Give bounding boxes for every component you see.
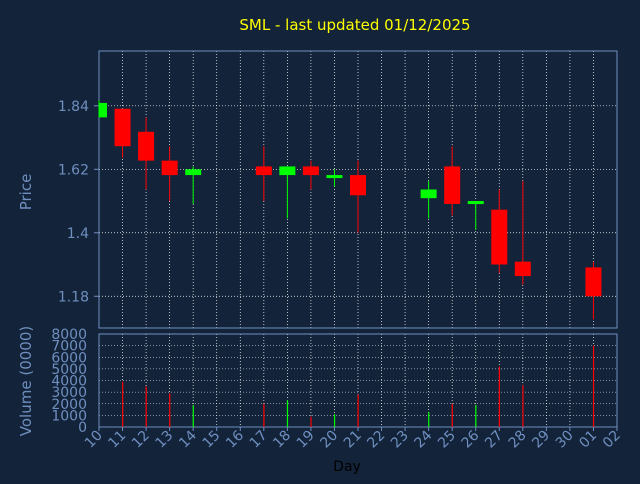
volume-bar <box>286 400 289 427</box>
x-tick-label: 02 <box>600 428 624 452</box>
volume-y-tick-label: 5000 <box>51 362 87 378</box>
volume-y-tick-label: 4000 <box>51 374 87 390</box>
candle-body <box>161 160 178 176</box>
volume-axis-label: Volume (0000) <box>17 326 35 436</box>
x-tick-label: 15 <box>200 428 224 452</box>
candles <box>98 100 602 320</box>
x-tick-label: 11 <box>105 428 129 452</box>
candle-body <box>99 102 107 118</box>
candle-body <box>279 166 296 176</box>
volume-bar <box>169 393 171 427</box>
volume-bar <box>145 386 147 427</box>
x-tick-label: 25 <box>435 428 459 452</box>
candle-body <box>514 261 531 277</box>
x-tick-label: 26 <box>459 427 483 451</box>
x-tick-label: 28 <box>506 428 530 452</box>
volume-y-tick-label: 1000 <box>51 408 87 424</box>
candle-body <box>302 166 319 176</box>
price-y-tick-label: 1.62 <box>58 162 89 178</box>
candle-body <box>138 131 155 161</box>
volume-y-tick-label: 8000 <box>51 327 87 343</box>
x-tick-label: 13 <box>153 428 177 452</box>
x-tick-label: 21 <box>341 428 365 452</box>
volume-bar <box>475 404 477 427</box>
candle-body <box>420 189 437 199</box>
price-plot-frame <box>98 50 618 329</box>
volume-bar <box>263 403 265 427</box>
price-y-ticks: 1.18 1.4 1.62 1.84 <box>58 99 99 305</box>
volume-bar <box>192 404 194 427</box>
volume-y-tick-label: 6000 <box>51 350 87 366</box>
x-axis-label: Day <box>333 459 361 475</box>
volume-bar <box>428 411 430 427</box>
candle-body <box>255 166 272 176</box>
x-tick-label: 01 <box>576 428 600 452</box>
chart-title: SML - last updated 01/12/2025 <box>239 16 470 34</box>
x-tick-label: 16 <box>223 427 247 451</box>
volume-bar <box>522 385 524 427</box>
volume-y-tick-label: 2000 <box>51 397 87 413</box>
candle-body <box>467 201 484 205</box>
volume-bars <box>122 345 595 427</box>
price-y-tick-label: 1.84 <box>58 99 89 115</box>
candle-body <box>326 175 343 179</box>
x-tick-label: 19 <box>294 428 318 452</box>
candle-body <box>585 267 602 297</box>
volume-bar <box>122 381 124 427</box>
volume-y-tick-label: 0 <box>78 420 87 436</box>
price-y-tick-label: 1.18 <box>58 289 89 305</box>
volume-bar <box>592 345 595 427</box>
volume-bar <box>310 416 312 427</box>
volume-y-tick-label: 7000 <box>51 339 87 355</box>
candle-body <box>444 166 461 204</box>
candle-body <box>350 175 366 196</box>
price-y-tick-label: 1.4 <box>67 226 89 242</box>
candle-body <box>114 108 131 147</box>
candle-body <box>185 169 202 176</box>
x-tick-label: 20 <box>317 428 341 452</box>
x-tick-label: 24 <box>412 427 436 451</box>
x-tick-label: 27 <box>482 428 506 452</box>
x-tick-label: 18 <box>270 428 294 452</box>
x-tick-label: 12 <box>129 428 153 452</box>
volume-bar <box>333 414 336 427</box>
volume-bar <box>357 394 359 427</box>
x-ticks: 10 11 12 13 14 15 16 17 18 19 20 21 22 23 24 25 26 27 28 29… <box>82 427 624 451</box>
x-tick-label: 29 <box>529 428 553 452</box>
x-tick-label: 17 <box>247 428 271 452</box>
x-tick-label: 14 <box>176 427 200 451</box>
volume-y-tick-label: 3000 <box>51 385 87 401</box>
price-axis-label: Price <box>17 174 35 211</box>
x-tick-label: 23 <box>388 428 412 452</box>
volume-bar <box>498 366 500 427</box>
x-tick-label: 30 <box>553 428 577 452</box>
volume-bar <box>451 403 453 427</box>
x-tick-label: 22 <box>364 428 388 452</box>
candle-body <box>491 209 508 265</box>
